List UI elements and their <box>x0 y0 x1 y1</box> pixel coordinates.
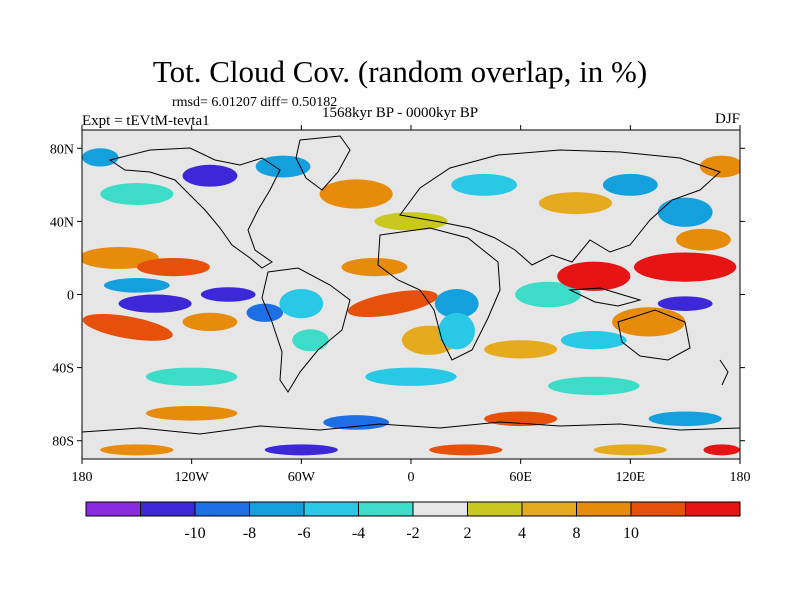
x-tick-label: 180 <box>72 470 93 485</box>
colorbar-label: -10 <box>184 525 205 542</box>
anomaly-region <box>557 261 631 291</box>
anomaly-region <box>100 183 174 205</box>
anomaly-region <box>279 289 324 319</box>
experiment-label: Expt = tEVtM-tevta1 <box>82 113 210 129</box>
coastline-north-america <box>108 147 281 269</box>
colorbar-label: -4 <box>352 525 365 542</box>
anomaly-region <box>136 257 210 277</box>
anomaly-region <box>341 257 408 277</box>
anomaly-region <box>560 331 627 350</box>
anomaly-region <box>347 290 438 318</box>
colorbar-label: -2 <box>406 525 419 542</box>
colorbar-label: -8 <box>243 525 256 542</box>
coastline-antarctica <box>82 421 740 435</box>
colorbar-label: -6 <box>297 525 310 542</box>
colorbar: -10 -8 -6 -4 -2 2 4 8 10 <box>85 501 741 542</box>
anomaly-region <box>182 312 238 332</box>
anomaly-region <box>100 444 174 456</box>
anomaly-region <box>82 313 173 341</box>
anomaly-region <box>292 329 329 352</box>
anomaly-region <box>676 228 731 251</box>
anomaly-region <box>323 415 390 430</box>
anomaly-region <box>703 444 740 456</box>
colorbar-swatch <box>249 501 305 517</box>
anomaly-region <box>438 312 475 350</box>
anomaly-region <box>538 192 613 215</box>
colorbar-swatch <box>685 501 741 517</box>
coastline-australia <box>617 309 691 361</box>
colorbar-label: 8 <box>573 525 581 542</box>
anomaly-region <box>82 246 159 269</box>
x-tick-label: 120W <box>175 470 210 485</box>
anomaly-region <box>515 281 581 308</box>
anomaly-region <box>451 173 518 196</box>
anomaly-region <box>118 294 192 313</box>
y-tick-label: 0 <box>67 289 74 304</box>
colorbar-swatch <box>194 501 250 517</box>
colorbar-swatch <box>521 501 577 517</box>
y-tick-label: 40N <box>50 215 74 230</box>
coastline-eurasia <box>399 149 721 266</box>
anomaly-region <box>103 278 170 293</box>
anomaly-region <box>200 287 256 302</box>
anomaly-region <box>648 411 722 427</box>
anomaly-region <box>145 405 238 421</box>
colorbar-label: 4 <box>518 525 526 542</box>
coastline-south-america <box>261 267 351 393</box>
anomaly-region <box>365 367 457 386</box>
plot-title: Tot. Cloud Cov. (random overlap, in %) <box>152 54 648 89</box>
anomaly-region <box>264 444 338 456</box>
colorbar-swatch <box>576 501 632 517</box>
x-tick-label: 0 <box>408 470 415 485</box>
anomaly-region <box>633 252 737 282</box>
anomaly-region <box>593 444 667 456</box>
colorbar-swatch <box>467 501 523 517</box>
axis-ticks: 180 120W 60W 0 60E 120E 180 80N 40N 0 40S 80S <box>50 125 751 485</box>
colorbar-swatch <box>140 501 196 517</box>
anomaly-field <box>82 148 740 456</box>
colorbar-swatch <box>303 501 359 517</box>
anomaly-region <box>374 212 448 231</box>
coastlines <box>82 135 740 435</box>
season-label: DJF <box>714 111 740 127</box>
anomaly-region <box>602 173 658 196</box>
stats-line: rmsd= 6.01207 diff= 0.50182 <box>172 95 338 110</box>
coastline-greenland <box>295 135 351 191</box>
anomaly-region <box>484 340 558 359</box>
colorbar-label: 2 <box>464 525 472 542</box>
x-tick-label: 120E <box>616 470 646 485</box>
coastline-africa <box>377 227 501 361</box>
x-tick-label: 60E <box>509 470 532 485</box>
anomaly-region <box>246 303 284 322</box>
colorbar-swatch <box>85 501 141 517</box>
coastline-indonesia <box>568 287 642 307</box>
anomaly-region <box>657 296 713 311</box>
colorbar-swatch <box>358 501 414 517</box>
period-label: 1568kyr BP - 0000kyr BP <box>322 105 479 121</box>
anomaly-region <box>699 155 740 178</box>
anomaly-region <box>182 164 238 187</box>
anomaly-region <box>434 289 479 319</box>
x-tick-label: 60W <box>288 470 316 485</box>
anomaly-region <box>255 155 311 178</box>
anomaly-region <box>319 179 393 209</box>
y-tick-label: 80S <box>52 435 74 450</box>
anomaly-region <box>484 411 558 427</box>
x-tick-label: 180 <box>730 470 751 485</box>
y-tick-label: 80N <box>50 142 74 157</box>
anomaly-region <box>82 148 119 167</box>
y-tick-label: 40S <box>52 362 74 377</box>
coastline-new-zealand <box>719 359 729 386</box>
anomaly-region <box>145 367 238 386</box>
colorbar-swatch <box>412 501 468 517</box>
anomaly-region <box>657 197 713 227</box>
colorbar-label: 10 <box>623 525 639 542</box>
colorbar-swatch <box>630 501 686 517</box>
anomaly-region <box>548 376 640 396</box>
anomaly-region <box>429 444 503 456</box>
